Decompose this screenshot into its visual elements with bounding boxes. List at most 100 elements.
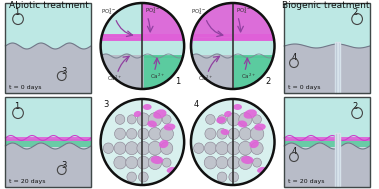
Circle shape xyxy=(115,115,125,124)
Circle shape xyxy=(217,129,227,139)
Bar xyxy=(284,137,370,141)
Text: 3: 3 xyxy=(103,100,109,109)
Circle shape xyxy=(127,172,136,182)
Text: $\mathrm{Ca^{2+}}$: $\mathrm{Ca^{2+}}$ xyxy=(150,72,166,81)
Circle shape xyxy=(227,156,240,169)
Circle shape xyxy=(239,113,252,126)
Circle shape xyxy=(114,156,126,169)
Circle shape xyxy=(194,143,204,153)
Bar xyxy=(284,97,370,187)
Circle shape xyxy=(216,142,229,155)
Circle shape xyxy=(160,127,174,141)
Text: 1: 1 xyxy=(14,8,19,17)
Text: $\mathrm{Ca^{2+}}$: $\mathrm{Ca^{2+}}$ xyxy=(107,74,123,83)
Circle shape xyxy=(137,113,150,126)
Circle shape xyxy=(137,156,150,169)
Bar xyxy=(284,139,370,147)
Circle shape xyxy=(217,172,227,182)
Bar xyxy=(5,3,91,49)
Ellipse shape xyxy=(164,123,175,131)
Ellipse shape xyxy=(216,116,226,124)
Ellipse shape xyxy=(241,156,254,164)
Bar xyxy=(284,3,370,49)
Circle shape xyxy=(148,156,162,170)
Circle shape xyxy=(138,172,148,182)
Text: t = 20 days: t = 20 days xyxy=(9,179,46,184)
Text: 3: 3 xyxy=(62,161,67,170)
Circle shape xyxy=(100,99,184,185)
Text: t = 20 days: t = 20 days xyxy=(288,179,325,184)
Circle shape xyxy=(239,141,252,155)
Ellipse shape xyxy=(233,104,242,110)
Circle shape xyxy=(227,142,240,155)
Circle shape xyxy=(161,142,173,155)
Text: $\mathrm{PO_4^{3-}}$: $\mathrm{PO_4^{3-}}$ xyxy=(191,6,207,17)
Circle shape xyxy=(239,156,252,170)
Bar xyxy=(284,97,370,187)
Text: 1: 1 xyxy=(14,102,19,111)
Text: 4: 4 xyxy=(292,147,297,156)
Text: 2: 2 xyxy=(352,102,357,111)
Circle shape xyxy=(252,115,262,124)
Ellipse shape xyxy=(221,129,229,135)
Text: 2: 2 xyxy=(266,77,271,86)
Circle shape xyxy=(100,3,184,89)
Bar xyxy=(284,3,370,93)
Ellipse shape xyxy=(254,123,266,131)
Bar xyxy=(5,3,91,93)
Circle shape xyxy=(218,115,227,124)
Circle shape xyxy=(251,142,263,155)
Text: 2: 2 xyxy=(352,8,357,17)
Circle shape xyxy=(114,128,125,139)
Circle shape xyxy=(126,156,138,169)
Circle shape xyxy=(148,141,162,155)
Text: $\mathrm{Ca^{2+}}$: $\mathrm{Ca^{2+}}$ xyxy=(241,72,256,81)
Text: 1: 1 xyxy=(175,77,181,86)
Bar xyxy=(5,139,91,147)
Circle shape xyxy=(227,113,240,126)
Circle shape xyxy=(162,158,171,167)
Ellipse shape xyxy=(224,111,232,117)
Text: 3: 3 xyxy=(62,67,67,76)
Ellipse shape xyxy=(167,167,176,173)
Circle shape xyxy=(204,156,216,169)
Circle shape xyxy=(127,115,136,124)
Bar xyxy=(5,137,91,141)
Ellipse shape xyxy=(159,140,169,148)
Circle shape xyxy=(149,113,161,126)
Ellipse shape xyxy=(244,109,257,119)
Circle shape xyxy=(137,142,150,155)
Bar xyxy=(5,97,91,141)
Circle shape xyxy=(149,127,161,140)
Ellipse shape xyxy=(151,156,163,164)
Ellipse shape xyxy=(153,109,166,119)
Ellipse shape xyxy=(143,104,152,110)
Text: t = 0 days: t = 0 days xyxy=(9,85,42,90)
Bar xyxy=(5,97,91,187)
Circle shape xyxy=(228,128,239,139)
Circle shape xyxy=(229,172,239,182)
Circle shape xyxy=(191,3,274,89)
Circle shape xyxy=(205,128,216,139)
Bar xyxy=(284,3,370,93)
Circle shape xyxy=(205,115,215,124)
Circle shape xyxy=(114,142,126,154)
Text: $\mathrm{PO_4^{3-}}$: $\mathrm{PO_4^{3-}}$ xyxy=(236,5,251,16)
Text: $\mathrm{Ca^{2+}}$: $\mathrm{Ca^{2+}}$ xyxy=(198,74,213,83)
Text: $\mathrm{PO_4^{3-}}$: $\mathrm{PO_4^{3-}}$ xyxy=(100,6,116,17)
Ellipse shape xyxy=(257,167,267,173)
Circle shape xyxy=(253,158,262,167)
Circle shape xyxy=(216,156,228,169)
Text: t = 0 days: t = 0 days xyxy=(288,85,321,90)
Bar xyxy=(5,97,91,187)
Circle shape xyxy=(204,142,216,154)
Ellipse shape xyxy=(134,111,141,117)
Text: 4: 4 xyxy=(292,53,297,62)
Bar xyxy=(284,97,370,141)
Text: 4: 4 xyxy=(194,100,199,109)
Bar xyxy=(5,3,91,93)
Text: $\mathrm{PO_4^{3-}}$: $\mathrm{PO_4^{3-}}$ xyxy=(145,5,161,16)
Circle shape xyxy=(103,143,113,153)
Circle shape xyxy=(191,99,274,185)
Circle shape xyxy=(125,142,138,155)
